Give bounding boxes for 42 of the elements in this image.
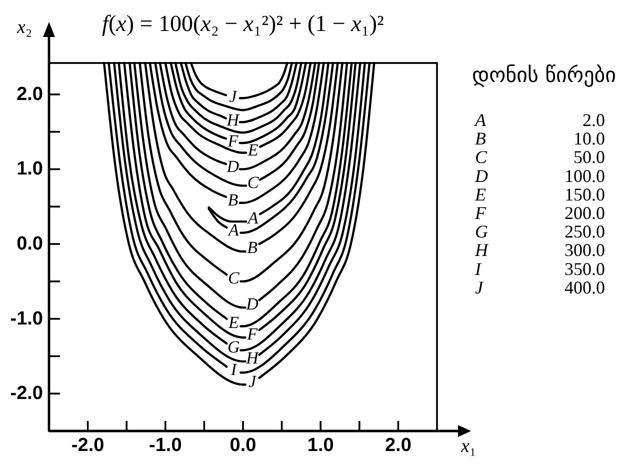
y-tick-label: -1.0 xyxy=(10,308,43,330)
series-label: J xyxy=(229,87,238,106)
text: A 2.0 xyxy=(475,110,605,130)
y-tick-label: 1.0 xyxy=(16,158,43,180)
series-label: E xyxy=(246,140,259,160)
series-label: C xyxy=(247,173,260,192)
x-tick-label: 2.0 xyxy=(384,435,412,456)
series-label: D xyxy=(245,294,260,314)
series-label: F xyxy=(226,131,239,150)
series-label: B xyxy=(247,238,258,258)
x-tick-label: -1.0 xyxy=(149,435,182,456)
x-tick-label: 1.0 xyxy=(307,435,334,456)
series-label: D xyxy=(226,157,240,176)
x-axis-title: x₁ xyxy=(460,436,476,457)
series-label: H xyxy=(245,348,260,368)
series-label: H xyxy=(226,110,241,130)
text: E 150.0 xyxy=(475,184,605,204)
text: H 300.0 xyxy=(475,240,605,260)
series-label: G xyxy=(228,337,240,356)
text: D 100.0 xyxy=(475,166,605,186)
series-label: C xyxy=(228,268,240,288)
y-tick-label: -2.0 xyxy=(10,383,43,404)
text: J 400.0 xyxy=(475,277,605,298)
series-label: I xyxy=(230,360,238,380)
text: I 350.0 xyxy=(475,258,605,279)
x-tick-label: -2.0 xyxy=(71,435,104,456)
text: C 50.0 xyxy=(475,147,605,168)
y-tick-label: 2.0 xyxy=(16,84,43,105)
series-label: F xyxy=(246,324,258,344)
series-label: J xyxy=(248,372,258,391)
x-tick-label: 0.0 xyxy=(230,435,256,456)
series-label: A xyxy=(246,208,259,228)
series-label: A xyxy=(227,220,240,240)
series-label: B xyxy=(228,190,239,210)
text: დონის წირები xyxy=(472,63,616,87)
chart-title: f(x) = 100(x₂ − x₁²)² + (1 − x₁)² xyxy=(102,11,384,36)
text: B 10.0 xyxy=(475,128,605,149)
series-label: E xyxy=(227,313,240,332)
text: G 250.0 xyxy=(475,222,605,242)
y-tick-label: 0.0 xyxy=(16,234,43,255)
y-axis-title: x₂ xyxy=(16,17,32,38)
text: F 200.0 xyxy=(475,203,605,223)
